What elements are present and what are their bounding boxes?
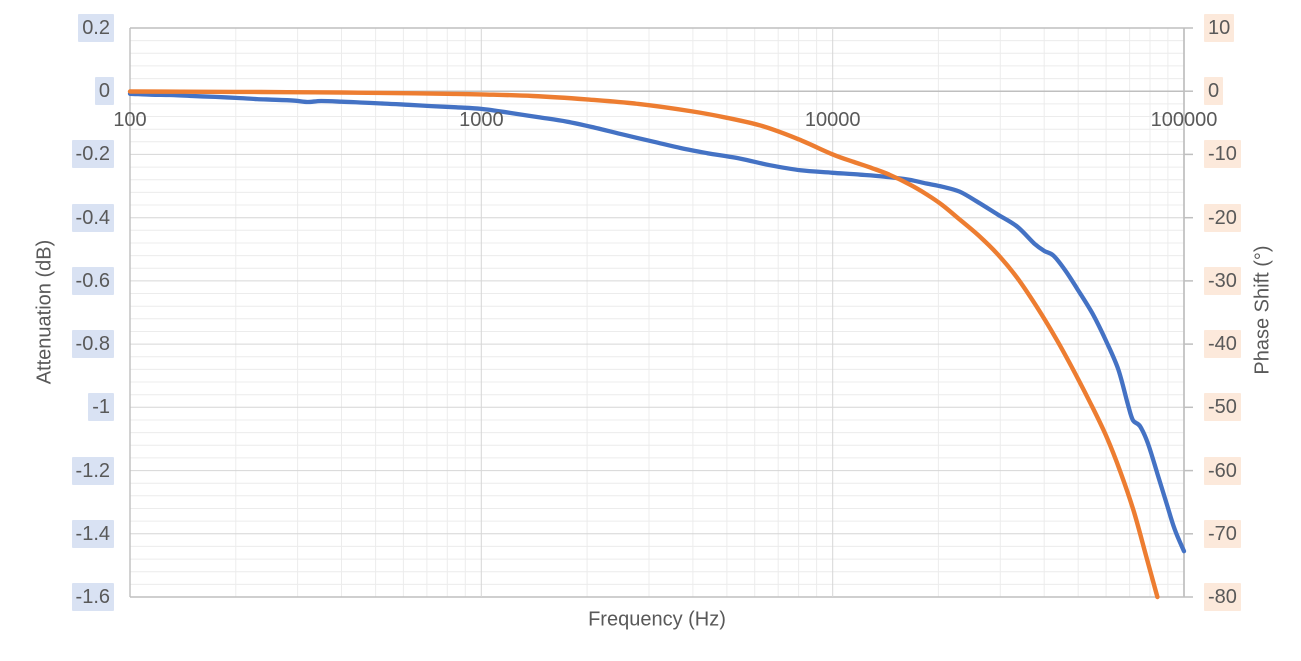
right-axis-tick-label: -80	[1204, 583, 1241, 611]
right-axis-tick-label: -70	[1204, 519, 1241, 548]
left-axis-tick-label-text: -1.4	[71, 519, 114, 548]
left-axis-tick-label-text: -0.4	[71, 203, 114, 232]
left-axis-tick-label: 0.2	[0, 14, 114, 42]
right-axis-tick-label-text: -80	[1204, 583, 1241, 611]
left-axis-tick-label: -0.6	[0, 266, 114, 295]
right-axis-tick-label-text: -40	[1204, 330, 1241, 359]
left-axis-tick-label-text: 0.2	[78, 14, 114, 42]
right-axis-title: Phase Shift (°)	[1251, 245, 1274, 375]
left-axis-tick-label: -0.2	[0, 140, 114, 169]
right-axis-tick-label-text: 0	[1204, 77, 1224, 106]
axis-lines	[130, 27, 1193, 598]
right-axis-tick-label: -20	[1204, 203, 1241, 232]
attenuation-series-line	[127, 91, 1187, 554]
left-axis-tick-label-text: 0	[94, 77, 114, 106]
phase-shift-series-line	[127, 89, 1160, 600]
right-axis-tick-label: 0	[1204, 77, 1224, 106]
left-axis-tick-label-text: -1.6	[71, 583, 114, 611]
x-axis-tick-label: 10000	[763, 106, 903, 134]
x-axis-tick-label: 100000	[1114, 106, 1254, 134]
left-axis-tick-label: -1.6	[0, 583, 114, 611]
left-axis-tick-label-text: -0.2	[71, 140, 114, 169]
left-axis-tick-label-text: -0.8	[71, 330, 114, 359]
x-axis-tick-label: 1000	[411, 106, 551, 134]
minor-gridlines	[130, 28, 1184, 597]
left-axis-tick-label-text: -1	[88, 393, 114, 422]
left-axis-tick-label: -0.4	[0, 203, 114, 232]
left-axis-tick-label: -1.4	[0, 519, 114, 548]
right-axis-tick-label: -30	[1204, 266, 1241, 295]
left-axis-tick-label: -1.2	[0, 456, 114, 485]
right-axis-tick-label: -60	[1204, 456, 1241, 485]
right-axis-tick-label: -40	[1204, 330, 1241, 359]
series-lines	[127, 89, 1187, 600]
right-axis-tick-label-text: -60	[1204, 456, 1241, 485]
right-axis-tick-label-text: -50	[1204, 393, 1241, 422]
right-axis-tick-label-text: -10	[1204, 140, 1241, 169]
x-axis-tick-label-text: 1000	[459, 109, 504, 131]
x-axis-tick-label: 100	[60, 106, 200, 134]
right-axis-tick-label-text: -70	[1204, 519, 1241, 548]
right-axis-tick-label: 10	[1204, 14, 1235, 42]
left-axis-tick-label-text: -1.2	[71, 456, 114, 485]
left-axis-title: Attenuation (dB)	[33, 239, 56, 385]
x-axis-title: Frequency (Hz)	[588, 608, 726, 631]
right-axis-tick-label-text: 10	[1204, 14, 1235, 42]
x-axis-tick-label-text: 10000	[804, 109, 861, 131]
right-axis-tick-label: -50	[1204, 393, 1241, 422]
left-axis-tick-label: -1	[0, 393, 114, 422]
major-gridlines	[129, 27, 1185, 598]
right-axis-tick-label-text: -20	[1204, 203, 1241, 232]
x-axis-tick-label-text: 100	[113, 109, 147, 131]
x-axis-tick-label-text: 100000	[1150, 109, 1218, 131]
left-axis-tick-label-text: -0.6	[71, 266, 114, 295]
left-axis-tick-label: 0	[0, 77, 114, 106]
right-axis-tick-label-text: -30	[1204, 266, 1241, 295]
right-axis-tick-label: -10	[1204, 140, 1241, 169]
left-axis-tick-label: -0.8	[0, 330, 114, 359]
